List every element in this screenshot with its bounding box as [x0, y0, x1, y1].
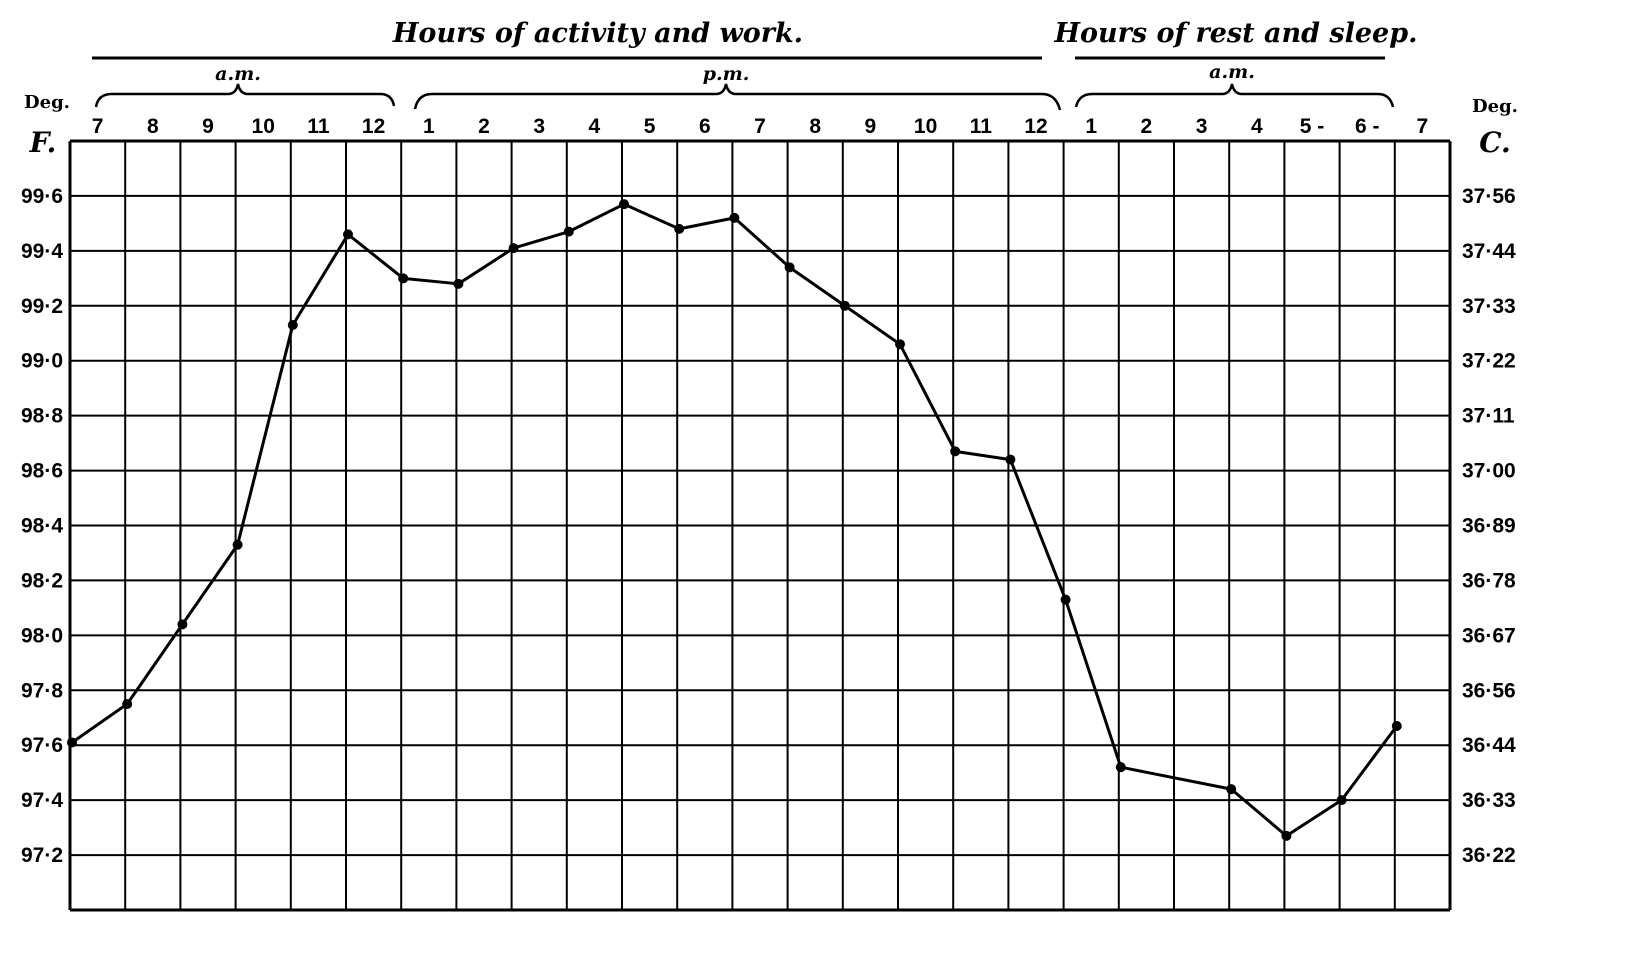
x-tick-label: 10 [252, 115, 275, 138]
data-point [1060, 594, 1071, 605]
x-tick-label: 4 [589, 115, 601, 138]
header-activity: Hours of activity and work. [392, 18, 803, 49]
data-point [674, 223, 685, 234]
y-tick-label-f: 98·6 [21, 460, 63, 483]
y-tick-label-c: 36·89 [1462, 515, 1516, 538]
x-tick-label: 2 [1141, 115, 1153, 138]
x-tick-label: 11 [970, 115, 993, 138]
y-tick-label-f: 97·8 [21, 679, 63, 702]
x-tick-label: 12 [1024, 115, 1047, 138]
x-tick-label: 4 [1251, 115, 1263, 138]
data-point [1005, 454, 1016, 465]
data-point [398, 273, 409, 284]
x-tick-label: 5 - [1300, 115, 1325, 138]
y-tick-label-f: 99·0 [21, 350, 63, 373]
x-tick-label: 3 [1196, 115, 1208, 138]
bracket-pm [413, 83, 1062, 111]
data-point [453, 278, 464, 289]
right-axis-deg: Deg. [1472, 96, 1518, 117]
header-rest: Hours of rest and sleep. [1054, 18, 1418, 49]
data-point [232, 539, 243, 550]
period-label-pm: p.m. [703, 63, 750, 85]
x-tick-label: 6 - [1355, 115, 1380, 138]
y-tick-label-c: 37·56 [1462, 185, 1516, 208]
y-tick-label-c: 36·78 [1462, 569, 1516, 592]
x-tick-label: 8 [147, 115, 159, 138]
y-tick-label-f: 99·4 [21, 240, 63, 263]
y-tick-label-c: 36·56 [1462, 679, 1516, 702]
x-tick-label: 6 [699, 115, 711, 138]
x-tick-label: 7 [1417, 115, 1429, 138]
x-tick-label: 1 [423, 115, 435, 138]
grid [68, 139, 1452, 912]
y-tick-label-f: 98·2 [21, 569, 63, 592]
period-label-am: a.m. [215, 63, 261, 85]
x-tick-label: 9 [202, 115, 214, 138]
data-point [508, 243, 519, 254]
data-point [839, 300, 850, 311]
y-tick-label-c: 36·33 [1462, 789, 1516, 812]
bracket-am-night [1074, 83, 1395, 108]
data-point [1281, 830, 1292, 841]
y-tick-label-f: 98·8 [21, 405, 63, 428]
x-tick-label: 11 [307, 115, 330, 138]
y-tick-label-c: 37·33 [1462, 295, 1516, 318]
period-label-am-night: a.m. [1209, 61, 1255, 83]
data-point [784, 262, 795, 273]
y-tick-label-f: 97·2 [21, 844, 63, 867]
left-axis-deg: Deg. [24, 92, 70, 113]
y-tick-labels-celsius: 37·56 37·44 37·33 37·22 37·11 37·00 36·89 36·78… [1462, 185, 1516, 867]
x-tick-label: 10 [914, 115, 937, 138]
y-tick-label-c: 36·67 [1462, 624, 1516, 647]
y-tick-label-f: 97·6 [21, 734, 63, 757]
left-axis-scale: F. [29, 126, 57, 159]
y-tick-label-c: 36·22 [1462, 844, 1516, 867]
data-point [1336, 795, 1347, 806]
y-tick-label-f: 97·4 [21, 789, 63, 812]
data-point [343, 229, 353, 240]
data-point [67, 737, 77, 748]
x-tick-label: 7 [754, 115, 766, 138]
data-point [1115, 762, 1126, 773]
x-tick-label: 9 [865, 115, 877, 138]
y-tick-labels-fahrenheit: 99·6 99·4 99·2 99·0 98·8 98·6 98·4 98·2 98·0 97·8… [21, 185, 63, 867]
y-tick-label-c: 36·44 [1462, 734, 1516, 757]
series-line [71, 202, 1399, 838]
y-tick-label-f: 98·4 [21, 515, 63, 538]
data-point [895, 339, 905, 350]
x-tick-label: 1 [1085, 115, 1097, 138]
y-tick-label-f: 98·0 [21, 624, 63, 647]
x-tick-labels: 7 8 9 10 11 12 1 2 3 4 5 6 7 8 9 10 11 12 1 2 3 4 5 -6 -7 [92, 115, 1428, 138]
data-point [122, 699, 133, 710]
x-tick-label: 5 [644, 115, 656, 138]
data-point [177, 619, 188, 630]
data-point [1226, 784, 1237, 795]
x-tick-label: 8 [809, 115, 821, 138]
data-point [950, 446, 961, 457]
data-point [1391, 720, 1402, 731]
data-point [729, 212, 740, 223]
y-tick-label-f: 99·6 [21, 185, 63, 208]
data-point [563, 226, 574, 237]
y-tick-label-c: 37·00 [1462, 460, 1516, 483]
right-axis-scale: C. [1479, 126, 1511, 159]
x-tick-label: 12 [362, 115, 385, 138]
y-tick-label-c: 37·44 [1462, 240, 1516, 263]
y-tick-label-f: 99·2 [21, 295, 63, 318]
x-tick-label: 3 [533, 115, 545, 138]
data-point [619, 199, 629, 210]
data-point [287, 320, 298, 331]
x-tick-label: 2 [478, 115, 490, 138]
series-temperature [67, 199, 1402, 841]
y-tick-label-c: 37·22 [1462, 350, 1516, 373]
y-tick-label-c: 37·11 [1462, 405, 1515, 428]
bracket-am-morning [94, 83, 396, 108]
x-tick-label: 7 [92, 115, 104, 138]
